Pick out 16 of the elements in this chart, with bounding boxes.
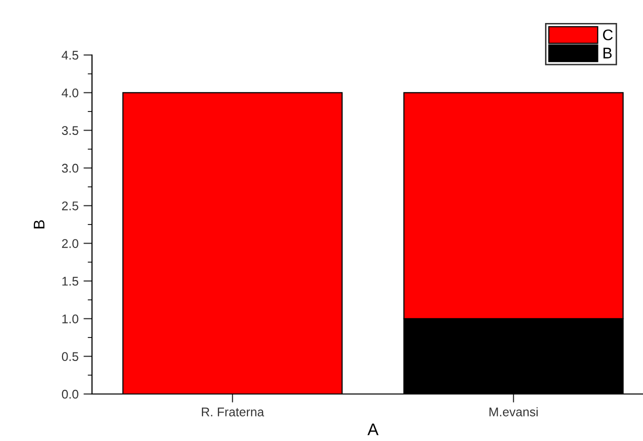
x-tick-label: R. Fraterna bbox=[202, 408, 264, 416]
y-tick-label: 0.5 bbox=[62, 352, 78, 361]
y-tick-label: 1.5 bbox=[62, 276, 78, 286]
y-tick-label: 4.0 bbox=[62, 88, 78, 98]
y-tick-label: 4.5 bbox=[62, 50, 78, 60]
x-tick-label: M.evansi bbox=[490, 407, 538, 416]
y-tick-label: 0.0 bbox=[62, 390, 78, 399]
legend-label: B bbox=[604, 48, 612, 58]
y-tick-label: 3.0 bbox=[62, 164, 78, 173]
y-tick-label: 1.0 bbox=[62, 314, 78, 324]
y-axis-title: B bbox=[34, 220, 44, 228]
y-tick-label: 3.5 bbox=[62, 126, 78, 135]
x-axis-title: A bbox=[367, 424, 379, 436]
y-tick-label: 2.0 bbox=[62, 239, 78, 248]
y-tick-label: 2.5 bbox=[62, 201, 78, 210]
legend-label: C bbox=[603, 29, 613, 40]
